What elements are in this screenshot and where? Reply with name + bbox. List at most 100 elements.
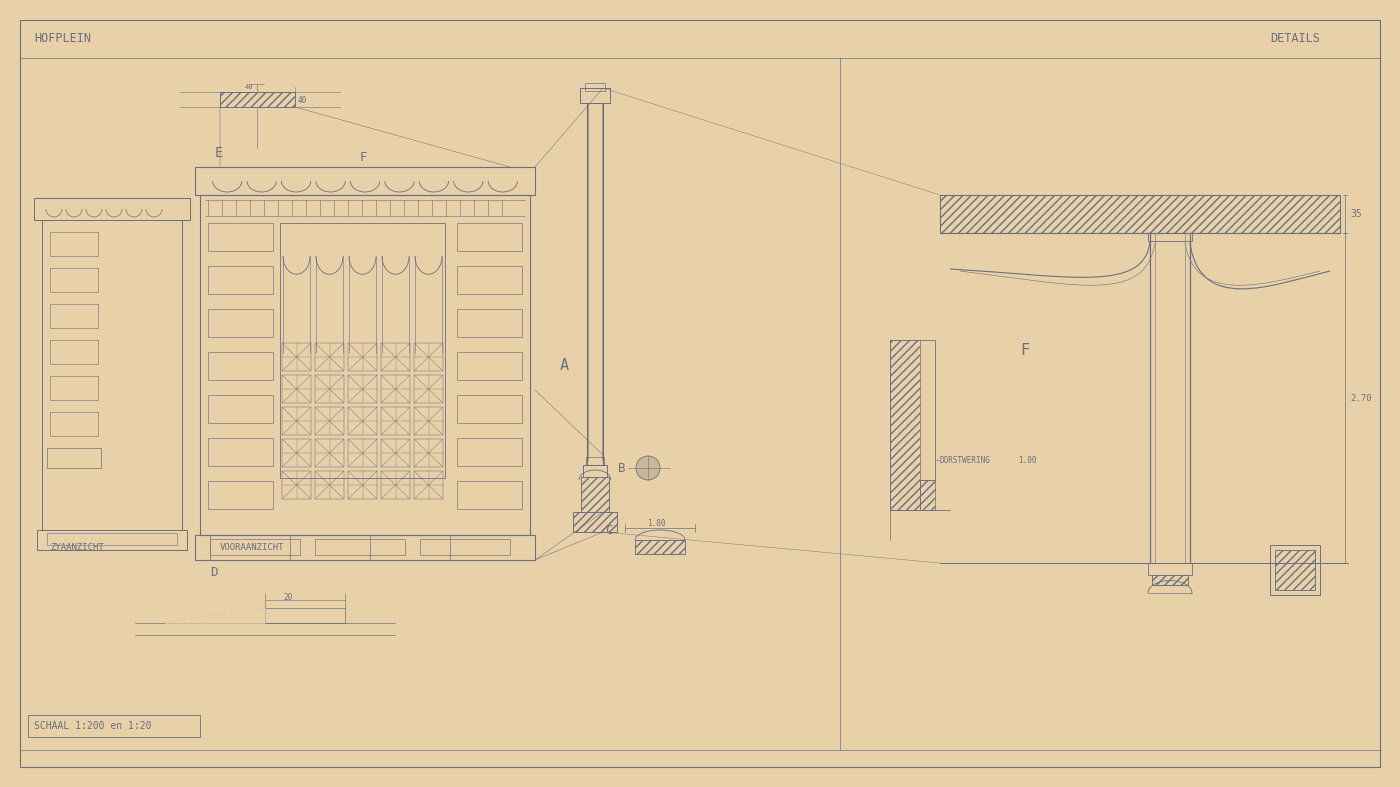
Bar (50, 376, 98, 400)
Bar (381, 471, 410, 499)
Bar (281, 407, 311, 435)
Bar (209, 352, 273, 380)
Bar (209, 223, 273, 251)
Bar (349, 343, 377, 371)
Text: D: D (210, 566, 217, 578)
Text: A: A (560, 357, 570, 372)
Bar (1275, 550, 1315, 590)
Circle shape (636, 456, 659, 480)
Text: HOFPLEIN: HOFPLEIN (34, 31, 91, 45)
Bar (636, 540, 685, 554)
Bar (209, 481, 273, 509)
Bar (209, 266, 273, 294)
Bar (381, 343, 410, 371)
Bar (50, 232, 98, 256)
Bar (920, 480, 935, 510)
Text: 35: 35 (1350, 209, 1362, 219)
Bar (209, 438, 273, 466)
Bar (209, 395, 273, 423)
Bar (315, 471, 344, 499)
Bar (209, 309, 273, 337)
Text: C: C (605, 523, 613, 537)
Bar (581, 477, 609, 512)
Text: 40: 40 (245, 84, 253, 90)
Bar (281, 343, 311, 371)
Bar (48, 533, 176, 545)
Bar (573, 512, 617, 532)
Text: E: E (216, 146, 224, 160)
Bar (890, 340, 920, 510)
Bar (195, 167, 535, 195)
Text: F: F (1021, 342, 1029, 357)
Bar (414, 439, 442, 467)
Bar (280, 223, 445, 478)
Polygon shape (165, 608, 265, 623)
Text: 40: 40 (298, 95, 307, 105)
Bar (34, 198, 190, 220)
Bar (281, 375, 311, 403)
Bar (573, 512, 617, 532)
Bar (349, 471, 377, 499)
Bar (420, 539, 510, 555)
Bar (456, 223, 522, 251)
Text: 2.70: 2.70 (1350, 394, 1372, 402)
Bar (414, 407, 442, 435)
Bar (315, 407, 344, 435)
Bar (1152, 575, 1189, 585)
Bar (1148, 233, 1191, 241)
Bar (349, 407, 377, 435)
Bar (36, 530, 188, 550)
Bar (50, 268, 98, 292)
Bar (315, 343, 344, 371)
Bar (587, 457, 603, 465)
Bar (1148, 563, 1191, 575)
Text: 20: 20 (283, 593, 293, 603)
Bar (456, 352, 522, 380)
Text: 1.00: 1.00 (1018, 456, 1036, 464)
Text: ZYAANZICHT: ZYAANZICHT (50, 544, 104, 552)
Text: DETAILS: DETAILS (1270, 31, 1320, 45)
Bar (381, 407, 410, 435)
Bar (939, 195, 1340, 233)
Bar (414, 375, 442, 403)
Text: 1.00: 1.00 (647, 519, 665, 529)
Bar (381, 439, 410, 467)
Bar (1152, 575, 1189, 585)
Bar (585, 83, 605, 91)
Bar (210, 539, 300, 555)
Bar (315, 539, 405, 555)
Text: B: B (617, 461, 626, 475)
Bar (265, 608, 344, 623)
Text: SCHAAL 1:200 en 1:20: SCHAAL 1:200 en 1:20 (34, 721, 151, 731)
Bar (582, 465, 608, 477)
Bar (200, 195, 531, 535)
Bar (281, 471, 311, 499)
Bar (1275, 550, 1315, 590)
Bar (580, 88, 610, 103)
Bar (349, 439, 377, 467)
Bar (456, 438, 522, 466)
Bar (195, 535, 535, 560)
Text: F: F (360, 150, 367, 164)
Bar (381, 375, 410, 403)
Bar (414, 471, 442, 499)
Bar (456, 481, 522, 509)
Bar (456, 309, 522, 337)
Bar (220, 92, 295, 107)
Bar (581, 477, 609, 512)
Bar (456, 266, 522, 294)
Bar (1270, 545, 1320, 595)
Text: VOORAANZICHT: VOORAANZICHT (220, 544, 284, 552)
Bar (315, 439, 344, 467)
Bar (939, 195, 1340, 233)
Bar (50, 340, 98, 364)
Text: DORSTWERING: DORSTWERING (939, 456, 991, 464)
Bar (414, 343, 442, 371)
Bar (50, 304, 98, 328)
Bar (315, 375, 344, 403)
Bar (281, 439, 311, 467)
Bar (349, 375, 377, 403)
Bar (50, 412, 98, 436)
Bar (456, 395, 522, 423)
Polygon shape (165, 608, 265, 623)
